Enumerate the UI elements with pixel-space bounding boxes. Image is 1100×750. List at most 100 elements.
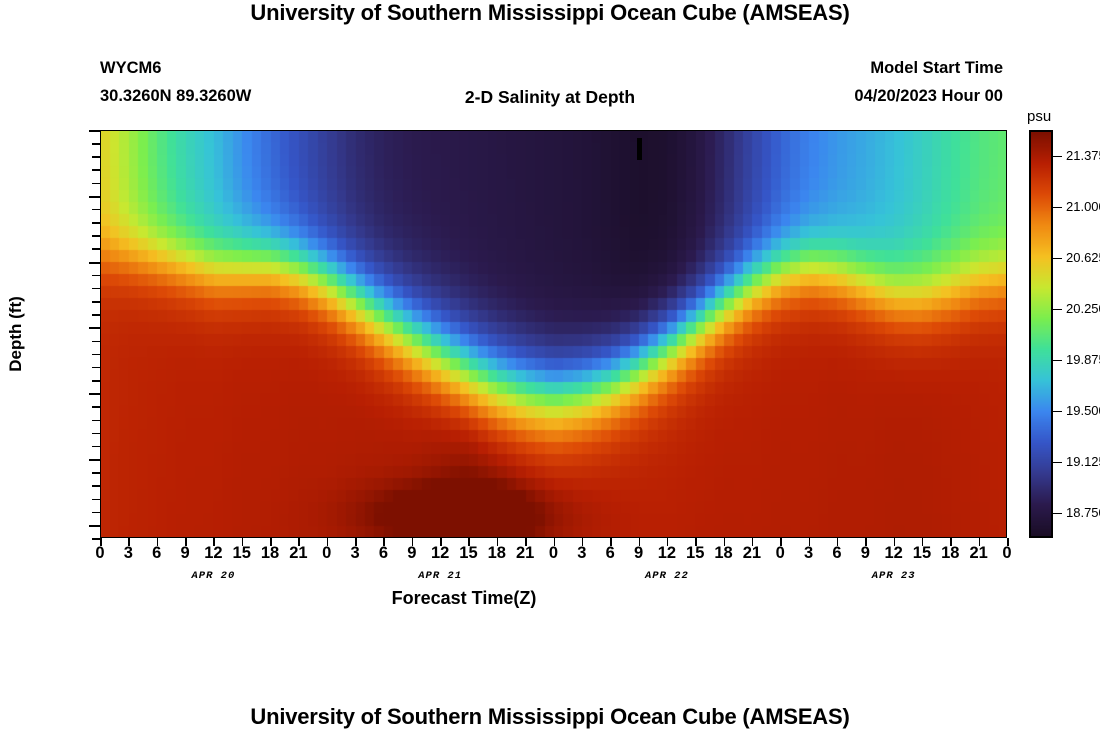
colorbar-tick-label: 20.625 [1066,249,1100,265]
x-axis-tick-label: 0 [775,544,785,562]
y-axis-tick [89,393,100,396]
salinity-heatmap-plot: Depth (ft) Forecast Time(Z) 051015202530… [6,130,1012,608]
y-axis-minor-tick [92,314,100,316]
x-axis-tick-label: 18 [941,544,960,562]
colorbar-tick-label: 19.125 [1066,453,1100,469]
colorbar-tick [1053,359,1062,361]
x-axis-tick [355,538,357,546]
model-start-time-label: Model Start Time [870,59,1003,77]
colorbar-tick [1053,410,1062,412]
x-axis-tick [241,538,244,546]
x-axis-tick-label: 0 [1002,544,1012,562]
model-start-time-value: 04/20/2023 Hour 00 [854,87,1003,105]
x-axis-tick-label: 15 [686,544,705,562]
y-axis-tick [89,327,100,330]
y-axis-tick [89,459,100,462]
x-axis-tick-label: 3 [577,544,587,562]
colorbar-unit-label: psu [1027,108,1052,125]
y-axis-minor-tick [92,511,100,514]
y-axis-minor-tick [92,287,100,290]
x-axis-tick [978,538,981,546]
x-axis-day-label: APR 20 [191,570,236,582]
station-id: WYCM6 [100,59,162,77]
x-axis-tick [610,538,612,546]
y-axis-minor-tick [92,340,100,343]
x-axis-tick [440,538,442,546]
x-axis-tick [156,538,159,546]
y-axis-tick [89,261,100,264]
x-axis-tick [751,538,754,546]
x-axis-tick-label: 18 [487,544,506,562]
x-axis-tick-label: 21 [742,544,762,562]
x-axis-title: Forecast Time(Z) [391,588,537,608]
x-axis-tick [128,538,130,546]
x-axis-tick-label: 12 [657,544,677,562]
x-axis-tick-label: 21 [969,544,988,562]
x-axis-tick-label: 6 [378,544,389,562]
x-axis-tick [836,538,839,546]
station-coordinates: 30.3260N 89.3260W [100,87,252,105]
chart-subtitle: 2-D Salinity at Depth [464,87,636,107]
page-title-top: University of Southern Mississippi Ocean… [250,0,850,25]
x-axis-tick [468,538,470,546]
y-axis-minor-tick [92,182,100,185]
y-axis-title: Depth (ft) [6,296,25,372]
x-axis-day-label: APR 22 [644,570,689,582]
x-axis-tick-label: 12 [430,544,450,562]
y-axis-tick [89,195,100,198]
page-title-bottom: University of Southern Mississippi Ocean… [250,704,850,729]
y-axis-minor-tick [92,143,100,145]
x-axis-tick-label: 0 [95,544,105,562]
y-axis-minor-tick [92,274,100,277]
x-axis-tick [298,538,300,546]
x-axis-tick [383,538,385,546]
y-axis-minor-tick [92,366,100,369]
colorbar-gradient [1029,130,1053,538]
x-axis-tick-label: 9 [860,544,870,562]
x-axis-tick-label: 18 [260,544,280,562]
colorbar-tick-label: 21.000 [1066,198,1100,214]
x-axis-tick [185,538,187,546]
x-axis-tick-label: 12 [204,544,223,562]
colorbar-tick-label: 18.750 [1066,504,1100,520]
y-axis-minor-tick [92,248,100,250]
colorbar-tick [1053,155,1062,157]
x-axis-tick [638,538,641,546]
x-axis-tick [950,538,952,546]
y-axis-minor-tick [92,156,100,158]
y-axis-minor-tick [92,235,100,237]
colorbar-tick [1053,512,1062,514]
colorbar-tick-label: 20.250 [1066,300,1100,316]
x-axis-tick-label: 9 [633,544,644,562]
x-axis-tick [553,538,555,546]
y-axis-minor-tick [92,406,100,408]
y-axis-minor-tick [92,222,100,224]
x-axis-tick [411,538,414,546]
x-axis-day-label: APR 23 [871,570,916,582]
x-axis-tick [666,538,669,546]
x-axis-tick [496,538,499,546]
colorbar-tick [1053,308,1062,310]
x-axis-tick-label: 21 [515,544,535,562]
x-axis-tick [326,538,329,546]
x-axis-tick-label: 9 [407,544,417,562]
x-axis-tick [893,538,896,546]
x-axis-tick [100,538,102,546]
x-axis-tick-label: 9 [180,544,190,562]
y-axis-minor-tick [92,208,100,211]
x-axis-tick [780,538,782,546]
x-axis-tick [695,538,697,546]
x-axis-tick [581,538,584,546]
x-axis-tick [865,538,867,546]
x-axis-tick-label: 6 [152,544,162,562]
y-axis-tick [89,524,100,527]
y-axis-minor-tick [92,538,100,540]
x-axis-tick-label: 0 [548,544,559,562]
colorbar-tick-label: 19.875 [1066,351,1100,367]
x-axis-tick [213,538,215,546]
y-axis-minor-tick [92,472,100,474]
x-axis-tick-label: 12 [884,544,903,562]
colorbar-tick [1053,206,1062,208]
colorbar-tick [1053,461,1062,463]
y-axis-minor-tick [92,380,100,382]
